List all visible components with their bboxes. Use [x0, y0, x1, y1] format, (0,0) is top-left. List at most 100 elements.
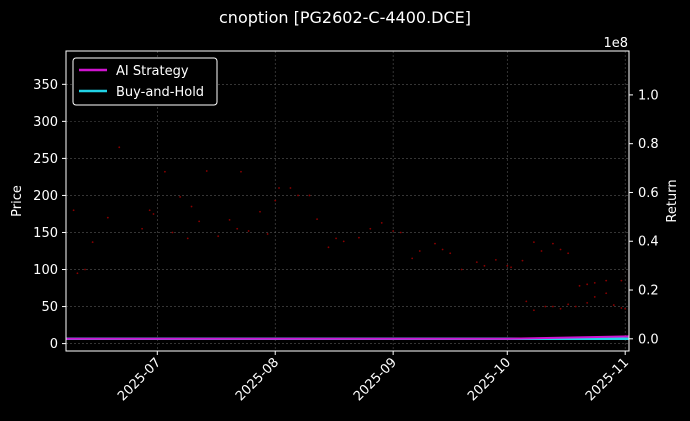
- price-point: [358, 236, 360, 239]
- price-point: [532, 309, 535, 312]
- price-point: [198, 220, 201, 223]
- price-point: [578, 284, 581, 287]
- price-point: [612, 304, 615, 306]
- legend-label-buy-and-hold: Buy-and-Hold: [116, 85, 204, 100]
- price-point: [532, 241, 535, 244]
- price-point: [593, 296, 596, 298]
- price-point: [586, 301, 589, 304]
- y2-multiplier-label: 1e8: [603, 36, 628, 51]
- price-point: [342, 240, 345, 243]
- price-point: [164, 170, 166, 173]
- price-point: [620, 307, 623, 309]
- price-point: [475, 261, 478, 264]
- price-point: [228, 218, 231, 221]
- price-point: [574, 305, 577, 308]
- price-point: [494, 258, 497, 261]
- price-point: [399, 231, 402, 234]
- price-point: [171, 231, 174, 234]
- price-point: [186, 237, 189, 240]
- price-point: [483, 264, 486, 267]
- price-point: [289, 187, 292, 189]
- price-point: [586, 283, 589, 286]
- price-point: [247, 230, 250, 232]
- price-point: [521, 259, 524, 262]
- price-point: [217, 235, 220, 238]
- ai-strategy-line: [66, 335, 630, 340]
- price-point: [540, 250, 543, 252]
- price-point: [297, 194, 299, 197]
- y-tick-label: 50: [41, 300, 58, 315]
- price-point: [84, 268, 86, 271]
- y-tick-label: 300: [33, 115, 58, 130]
- price-point: [335, 237, 337, 240]
- y-axis-right: 0.0 0.2 0.4 0.6 0.8 1.0: [629, 88, 659, 347]
- y-tick-label: 150: [33, 226, 58, 241]
- grid-layer: [66, 51, 629, 351]
- y-tick-label: 250: [33, 152, 58, 167]
- plot-frame: [65, 50, 630, 352]
- price-point: [434, 242, 436, 245]
- price-point: [106, 216, 109, 219]
- legend-label-ai-strategy: AI Strategy: [116, 64, 189, 79]
- legend-box: [72, 57, 218, 106]
- y-tick-label: 100: [33, 263, 58, 278]
- price-point: [449, 252, 452, 255]
- price-point: [559, 248, 562, 251]
- price-point: [392, 230, 395, 232]
- price-point: [567, 252, 570, 255]
- return-lines-layer: [66, 335, 630, 341]
- price-point: [274, 199, 277, 202]
- price-point: [620, 279, 623, 282]
- y2-tick-label: 0.4: [638, 235, 659, 250]
- price-point: [308, 194, 311, 197]
- price-point: [141, 227, 143, 230]
- y-axis-label: Price: [10, 185, 25, 217]
- y2-tick-label: 0.8: [638, 137, 659, 152]
- price-point: [441, 248, 444, 251]
- price-point: [240, 170, 242, 173]
- price-point: [605, 279, 608, 282]
- price-point: [567, 303, 570, 306]
- price-point: [559, 307, 562, 310]
- price-point: [510, 266, 512, 269]
- y2-tick-label: 0.2: [638, 284, 659, 299]
- y-tick-label: 200: [33, 189, 58, 204]
- price-point: [148, 209, 151, 212]
- price-point: [205, 170, 208, 172]
- price-point: [380, 221, 383, 224]
- price-point: [266, 233, 269, 235]
- price-point: [179, 196, 182, 198]
- price-point: [259, 210, 261, 213]
- price-point: [460, 268, 463, 271]
- price-points-layer: [72, 146, 627, 312]
- price-point: [236, 227, 239, 230]
- y-tick-label: 350: [33, 78, 58, 93]
- price-point: [411, 257, 414, 260]
- y2-tick-label: 1.0: [638, 88, 659, 103]
- price-point: [593, 281, 596, 284]
- price-point: [544, 305, 547, 308]
- price-point: [278, 187, 280, 189]
- price-point: [91, 241, 94, 244]
- price-point: [552, 242, 554, 245]
- price-point: [190, 205, 193, 208]
- price-point: [624, 307, 627, 310]
- price-point: [316, 218, 318, 221]
- price-point: [552, 305, 554, 308]
- price-point: [118, 146, 121, 149]
- price-point: [327, 246, 330, 249]
- y2-axis-label: Return: [665, 179, 680, 222]
- price-point: [72, 209, 75, 212]
- price-point: [506, 264, 509, 267]
- price-point: [418, 250, 421, 252]
- y2-tick-label: 0.6: [638, 186, 659, 201]
- price-point: [369, 227, 372, 230]
- price-point: [525, 300, 528, 303]
- price-point: [76, 272, 79, 275]
- y-axis-left: 0 50 100 150 200 250 300 350: [33, 78, 66, 352]
- chart-title: cnoption [PG2602-C-4400.DCE]: [219, 8, 471, 27]
- legend: AI Strategy Buy-and-Hold: [72, 57, 218, 106]
- y2-tick-label: 0.0: [638, 332, 659, 347]
- price-point: [152, 213, 155, 215]
